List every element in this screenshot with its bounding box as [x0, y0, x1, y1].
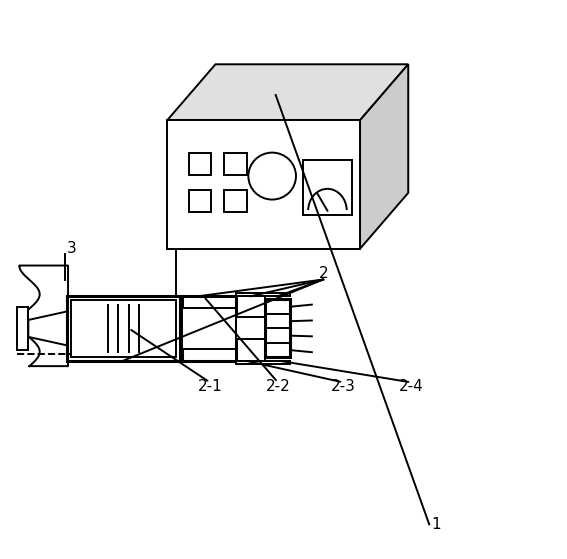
- Text: 1: 1: [431, 517, 441, 532]
- Text: 2-3: 2-3: [331, 380, 356, 394]
- Polygon shape: [28, 311, 67, 345]
- Bar: [236, 318, 265, 339]
- Bar: [236, 361, 290, 364]
- Bar: [67, 296, 180, 361]
- Text: 2-4: 2-4: [399, 380, 424, 394]
- Bar: [167, 120, 360, 249]
- Text: 2-2: 2-2: [265, 380, 290, 394]
- Polygon shape: [167, 64, 408, 120]
- Bar: [224, 153, 247, 175]
- Text: 2: 2: [319, 267, 328, 281]
- Bar: [303, 160, 352, 215]
- Bar: [182, 308, 236, 349]
- Bar: [182, 296, 236, 361]
- Text: 2-1: 2-1: [197, 380, 222, 394]
- Text: 3: 3: [67, 241, 77, 256]
- Bar: [224, 190, 247, 212]
- Bar: [236, 293, 290, 296]
- Bar: [265, 300, 290, 357]
- Bar: [189, 190, 211, 212]
- Bar: [71, 300, 176, 357]
- Bar: [17, 307, 28, 350]
- Bar: [189, 153, 211, 175]
- Polygon shape: [19, 266, 68, 366]
- Polygon shape: [360, 64, 408, 249]
